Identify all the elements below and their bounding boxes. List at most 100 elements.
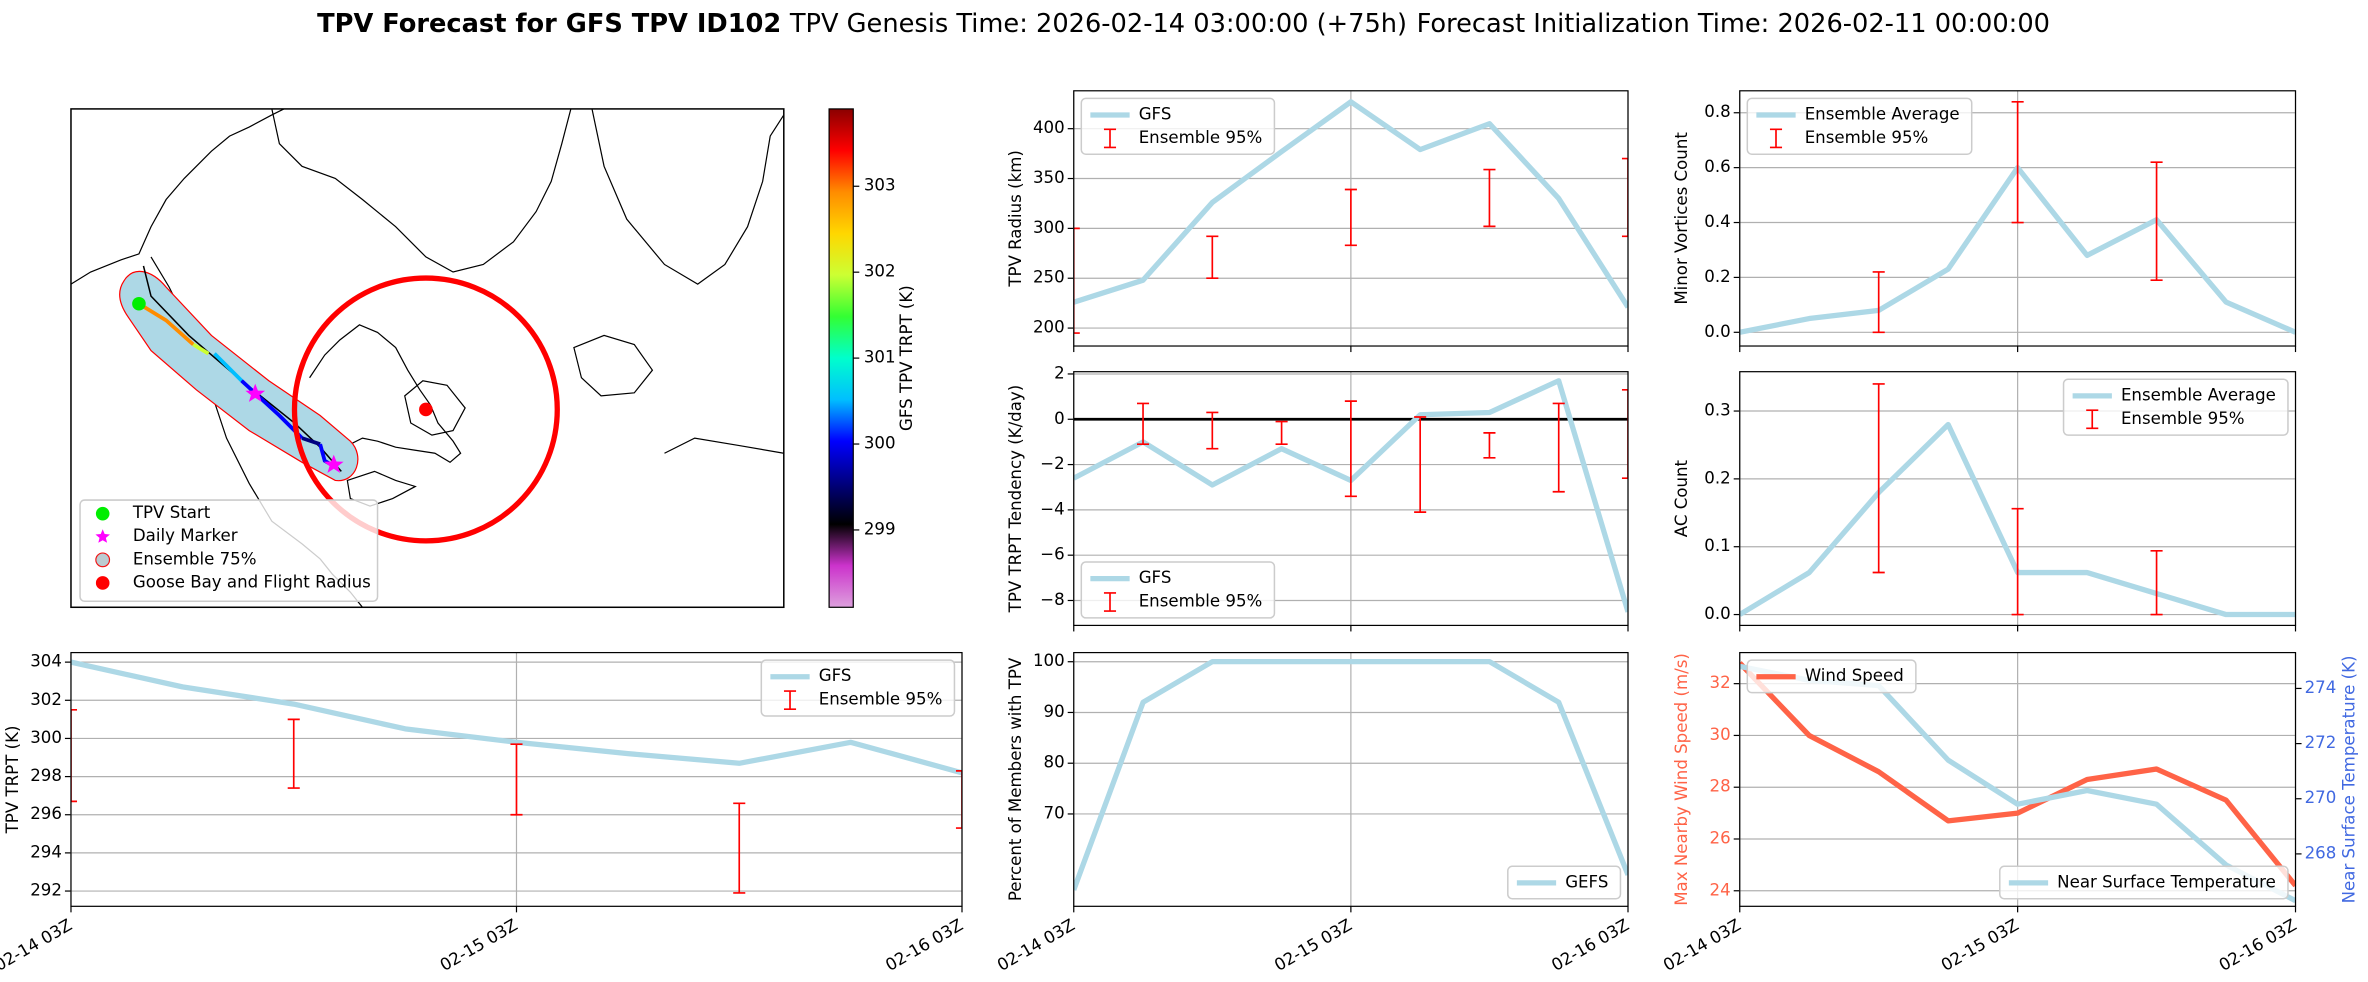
y-tick-label: 26 bbox=[1710, 828, 1731, 847]
error-bar bbox=[2150, 161, 2163, 281]
series-line bbox=[1073, 659, 1628, 891]
axes-frame bbox=[1073, 651, 1629, 907]
plot-area bbox=[1073, 659, 1628, 891]
track-segment bbox=[301, 436, 321, 446]
error-bar bbox=[1073, 227, 1080, 334]
y-tick-label: 296 bbox=[30, 804, 62, 823]
init-time: Forecast Initialization Time: 2026-02-11… bbox=[1417, 9, 2050, 39]
legend-marker bbox=[95, 552, 111, 568]
legend-label: TPV Start bbox=[132, 503, 211, 522]
error-bar bbox=[1552, 402, 1565, 493]
legend-label: GFS bbox=[1139, 104, 1172, 123]
y-tick-label: 100 bbox=[1033, 651, 1065, 670]
colorbar-tick-label: 301 bbox=[864, 348, 896, 367]
error-bar bbox=[2150, 549, 2163, 616]
map-legend: TPV Start Daily Marker Ensemble 75% Goose B… bbox=[79, 499, 379, 602]
colorbar-tick-label: 302 bbox=[864, 262, 896, 281]
y-tick-label: 28 bbox=[1710, 777, 1731, 796]
legend-label: GFS bbox=[819, 666, 852, 685]
y-tick-label: 292 bbox=[30, 881, 62, 900]
plot-area bbox=[1073, 378, 1628, 613]
error-bar bbox=[1483, 432, 1496, 459]
y-tick-label: −2 bbox=[1040, 454, 1064, 473]
y-tick-label: 298 bbox=[30, 766, 62, 785]
plot-area bbox=[1739, 100, 2296, 335]
y-axis-label: TPV TRPT Tendency (K/day) bbox=[1006, 385, 1025, 614]
legend-marker bbox=[95, 576, 110, 590]
error-bar bbox=[1621, 388, 1628, 479]
y-tick-label: 200 bbox=[1033, 318, 1065, 337]
legend-label: Ensemble 95% bbox=[2121, 409, 2245, 428]
y-tick-label: 0.0 bbox=[1704, 604, 1730, 623]
colorbar-tick-label: 303 bbox=[864, 176, 896, 195]
error-bar bbox=[2011, 100, 2024, 224]
plot-area bbox=[1739, 383, 2296, 618]
legend-label: Daily Marker bbox=[133, 526, 238, 545]
y-tick-label: −8 bbox=[1040, 590, 1064, 609]
legend-swatch bbox=[1103, 592, 1117, 612]
y-axis-label: Max Nearby Wind Speed (m/s) bbox=[1672, 653, 1691, 906]
panel: 200 250 300 350 400 TPV Radius (km) GFS Ensembl… bbox=[1006, 90, 1629, 353]
error-bar bbox=[1621, 157, 1628, 238]
error-bar bbox=[1206, 235, 1219, 280]
error-bar bbox=[1275, 420, 1288, 446]
error-bar bbox=[1206, 411, 1219, 450]
y2-tick-label: 272 bbox=[2305, 733, 2337, 752]
legend-box bbox=[2062, 378, 2289, 436]
series-line bbox=[1073, 99, 1628, 309]
y-tick-label: 0.0 bbox=[1704, 322, 1730, 341]
error-bar bbox=[1344, 188, 1357, 247]
genesis-time: TPV Genesis Time: 2026-02-14 03:00:00 (+… bbox=[789, 9, 1407, 39]
axes-frame bbox=[1739, 90, 2297, 347]
y-axis-label: TPV Radius (km) bbox=[1006, 150, 1025, 288]
error-bar bbox=[287, 718, 300, 789]
error-bar bbox=[1414, 416, 1427, 513]
y-axis-label: TPV TRPT (K) bbox=[3, 726, 22, 835]
legend-box bbox=[1999, 865, 2289, 900]
coastline bbox=[664, 437, 784, 454]
legend-label: Ensemble 95% bbox=[1805, 128, 1929, 147]
colorbar bbox=[828, 108, 854, 608]
legend-marker bbox=[95, 529, 110, 543]
error-bar bbox=[1872, 383, 1885, 574]
colorbar-label: GFS TPV TRPT (K) bbox=[897, 285, 916, 431]
y-tick-label: 24 bbox=[1710, 880, 1731, 899]
plot-area bbox=[70, 659, 962, 894]
legend: Ensemble Average Ensemble 95% bbox=[2062, 378, 2289, 436]
map-frame bbox=[70, 108, 785, 609]
legend-marker bbox=[95, 553, 110, 567]
y-tick-label: 302 bbox=[30, 690, 62, 709]
y-tick-label: 90 bbox=[1044, 702, 1065, 721]
legend-label: Ensemble Average bbox=[2121, 385, 2276, 404]
figure-title: TPV Forecast for GFS TPV ID102 bbox=[317, 9, 781, 39]
series-line bbox=[1739, 661, 2296, 888]
legend-label: GFS bbox=[1139, 568, 1172, 587]
y-tick-label: 2 bbox=[1054, 363, 1065, 382]
y-tick-label: 0.3 bbox=[1704, 401, 1730, 420]
legend-box bbox=[1507, 865, 1622, 900]
legend-label: Ensemble 95% bbox=[819, 690, 943, 709]
track-segment bbox=[192, 342, 210, 356]
legend: GFS Ensemble 95% bbox=[1080, 561, 1276, 619]
legend-box bbox=[1746, 659, 1917, 694]
y-tick-label: 250 bbox=[1033, 268, 1065, 287]
series-line bbox=[70, 659, 962, 776]
legend-label: Goose Bay and Flight Radius bbox=[133, 572, 371, 591]
y-tick-label: 0.8 bbox=[1704, 102, 1730, 121]
y-tick-label: 0.4 bbox=[1704, 212, 1730, 231]
error-bar bbox=[2011, 507, 2024, 616]
legend-label: Wind Speed bbox=[1805, 666, 1904, 685]
error-bar bbox=[1344, 400, 1357, 498]
y2-tick-label: 270 bbox=[2305, 788, 2337, 807]
coastline bbox=[591, 108, 784, 285]
plot-area bbox=[1073, 99, 1628, 334]
y2-axis-label: Near Surface Temperature (K) bbox=[2339, 656, 2358, 904]
colorbar-tick-label: 299 bbox=[864, 519, 896, 538]
goose-bay bbox=[419, 402, 433, 417]
axes-frame bbox=[1073, 90, 1629, 347]
legend: GFS Ensemble 95% bbox=[760, 659, 956, 717]
coastline bbox=[271, 108, 572, 273]
